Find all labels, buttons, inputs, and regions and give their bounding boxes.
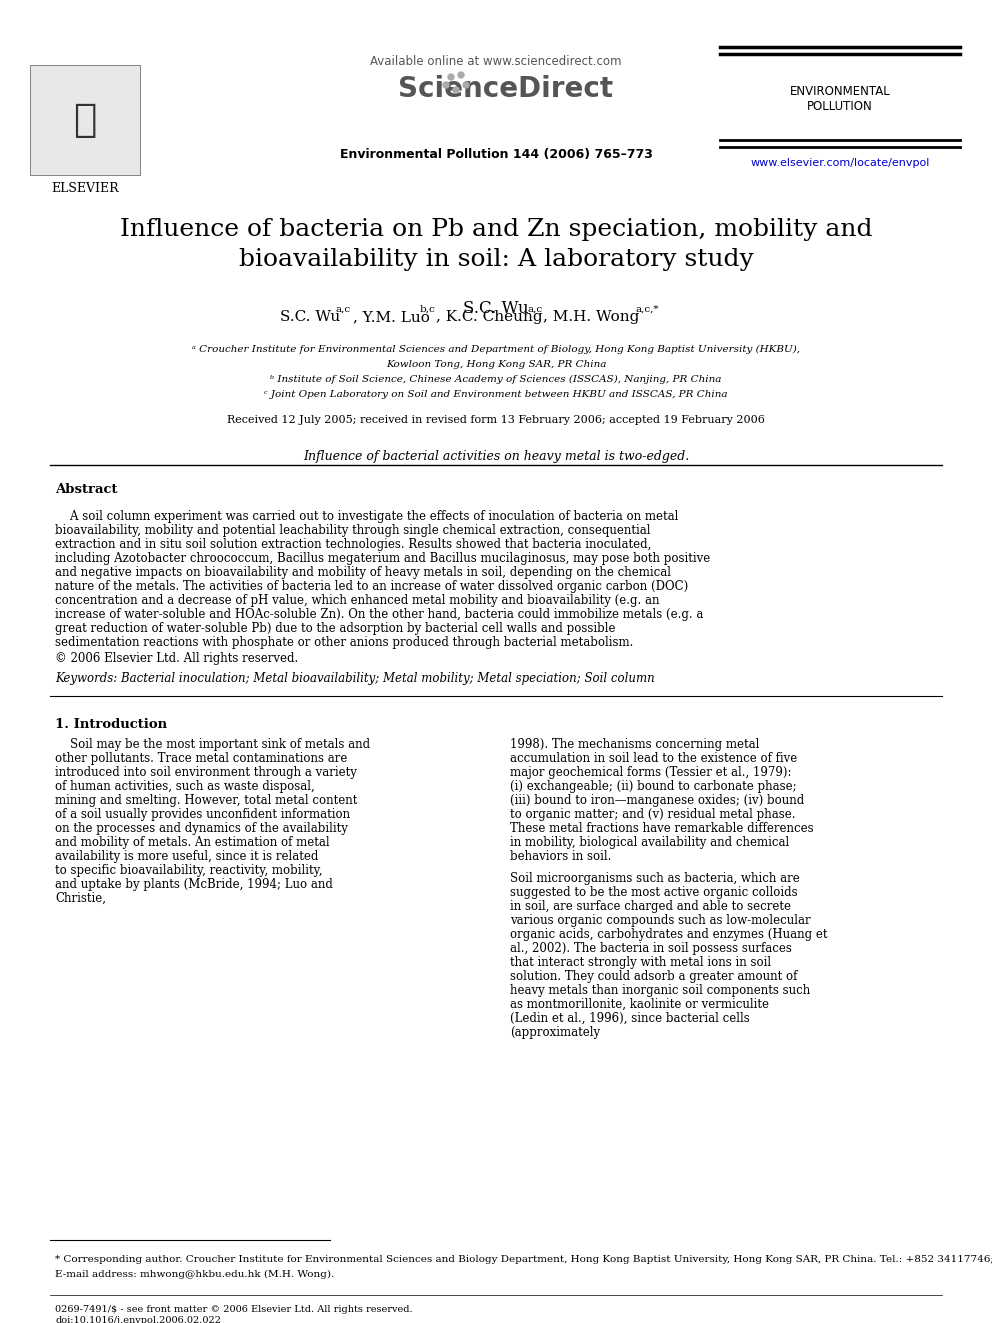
Text: other pollutants. Trace metal contaminations are: other pollutants. Trace metal contaminat… [55, 751, 347, 765]
Text: in soil, are surface charged and able to secrete: in soil, are surface charged and able to… [510, 900, 791, 913]
Text: accumulation in soil lead to the existence of five: accumulation in soil lead to the existen… [510, 751, 798, 765]
Text: ᵃ Croucher Institute for Environmental Sciences and Department of Biology, Hong : ᵃ Croucher Institute for Environmental S… [192, 345, 800, 355]
Text: behaviors in soil.: behaviors in soil. [510, 849, 611, 863]
Text: * Corresponding author. Croucher Institute for Environmental Sciences and Biolog: * Corresponding author. Croucher Institu… [55, 1256, 992, 1263]
Text: to organic matter; and (v) residual metal phase.: to organic matter; and (v) residual meta… [510, 808, 796, 822]
Text: increase of water-soluble and HOAc-soluble Zn). On the other hand, bacteria coul: increase of water-soluble and HOAc-solub… [55, 609, 703, 620]
Text: and mobility of metals. An estimation of metal: and mobility of metals. An estimation of… [55, 836, 329, 849]
Text: Soil microorganisms such as bacteria, which are: Soil microorganisms such as bacteria, wh… [510, 872, 800, 885]
Text: A soil column experiment was carried out to investigate the effects of inoculati: A soil column experiment was carried out… [55, 509, 679, 523]
Text: sedimentation reactions with phosphate or other anions produced through bacteria: sedimentation reactions with phosphate o… [55, 636, 633, 650]
Text: ELSEVIER: ELSEVIER [52, 183, 119, 194]
Text: of human activities, such as waste disposal,: of human activities, such as waste dispo… [55, 781, 314, 792]
Text: concentration and a decrease of pH value, which enhanced metal mobility and bioa: concentration and a decrease of pH value… [55, 594, 660, 607]
Text: 0269-7491/$ - see front matter © 2006 Elsevier Ltd. All rights reserved.: 0269-7491/$ - see front matter © 2006 El… [55, 1304, 413, 1314]
Text: suggested to be the most active organic colloids: suggested to be the most active organic … [510, 886, 798, 900]
Circle shape [453, 87, 459, 93]
Text: that interact strongly with metal ions in soil: that interact strongly with metal ions i… [510, 957, 771, 968]
Text: of a soil usually provides unconfident information: of a soil usually provides unconfident i… [55, 808, 350, 822]
Text: Christie,: Christie, [55, 892, 106, 905]
Text: al., 2002). The bacteria in soil possess surfaces: al., 2002). The bacteria in soil possess… [510, 942, 792, 955]
Text: a,c: a,c [527, 306, 542, 314]
Text: (i) exchangeable; (ii) bound to carbonate phase;: (i) exchangeable; (ii) bound to carbonat… [510, 781, 797, 792]
Text: major geochemical forms (Tessier et al., 1979):: major geochemical forms (Tessier et al.,… [510, 766, 792, 779]
Text: www.elsevier.com/locate/envpol: www.elsevier.com/locate/envpol [750, 157, 930, 168]
Text: nature of the metals. The activities of bacteria led to an increase of water dis: nature of the metals. The activities of … [55, 579, 688, 593]
Bar [30, 65, 140, 175]
Circle shape [448, 74, 454, 79]
Text: Soil may be the most important sink of metals and: Soil may be the most important sink of m… [55, 738, 370, 751]
Text: mining and smelting. However, total metal content: mining and smelting. However, total meta… [55, 794, 357, 807]
Text: extraction and in situ soil solution extraction technologies. Results showed tha: extraction and in situ soil solution ext… [55, 538, 652, 550]
Circle shape [458, 71, 464, 78]
Text: (iii) bound to iron—manganese oxides; (iv) bound: (iii) bound to iron—manganese oxides; (i… [510, 794, 805, 807]
Text: various organic compounds such as low-molecular: various organic compounds such as low-mo… [510, 914, 810, 927]
Text: ᵇ Institute of Soil Science, Chinese Academy of Sciences (ISSCAS), Nanjing, PR C: ᵇ Institute of Soil Science, Chinese Aca… [270, 374, 722, 384]
Text: S.C. Wu: S.C. Wu [280, 310, 345, 324]
Text: Influence of bacteria on Pb and Zn speciation, mobility and: Influence of bacteria on Pb and Zn speci… [120, 218, 872, 241]
Text: a,c,*: a,c,* [635, 306, 659, 314]
Text: in mobility, biological availability and chemical: in mobility, biological availability and… [510, 836, 790, 849]
Circle shape [463, 82, 469, 89]
Text: heavy metals than inorganic soil components such: heavy metals than inorganic soil compone… [510, 984, 810, 998]
Text: (approximately: (approximately [510, 1027, 600, 1039]
Text: Keywords: Bacterial inoculation; Metal bioavailability; Metal mobility; Metal sp: Keywords: Bacterial inoculation; Metal b… [55, 672, 655, 685]
Text: and uptake by plants (McBride, 1994; Luo and: and uptake by plants (McBride, 1994; Luo… [55, 878, 333, 890]
Text: These metal fractions have remarkable differences: These metal fractions have remarkable di… [510, 822, 813, 835]
Text: Received 12 July 2005; received in revised form 13 February 2006; accepted 19 Fe: Received 12 July 2005; received in revis… [227, 415, 765, 425]
Text: Influence of bacterial activities on heavy metal is two-edged.: Influence of bacterial activities on hea… [303, 450, 689, 463]
Text: (Ledin et al., 1996), since bacterial cells: (Ledin et al., 1996), since bacterial ce… [510, 1012, 750, 1025]
Text: as montmorillonite, kaolinite or vermiculite: as montmorillonite, kaolinite or vermicu… [510, 998, 769, 1011]
Text: organic acids, carbohydrates and enzymes (Huang et: organic acids, carbohydrates and enzymes… [510, 927, 827, 941]
Text: , M.H. Wong: , M.H. Wong [543, 310, 644, 324]
Text: ENVIRONMENTAL
POLLUTION: ENVIRONMENTAL POLLUTION [790, 85, 891, 112]
Text: bioavailability in soil: A laboratory study: bioavailability in soil: A laboratory st… [239, 247, 753, 271]
Text: 1. Introduction: 1. Introduction [55, 718, 167, 732]
Text: great reduction of water-soluble Pb) due to the adsorption by bacterial cell wal: great reduction of water-soluble Pb) due… [55, 622, 615, 635]
Text: introduced into soil environment through a variety: introduced into soil environment through… [55, 766, 357, 779]
Text: bioavailability, mobility and potential leachability through single chemical ext: bioavailability, mobility and potential … [55, 524, 651, 537]
Text: Environmental Pollution 144 (2006) 765–773: Environmental Pollution 144 (2006) 765–7… [339, 148, 653, 161]
Text: Kowloon Tong, Hong Kong SAR, PR China: Kowloon Tong, Hong Kong SAR, PR China [386, 360, 606, 369]
Text: © 2006 Elsevier Ltd. All rights reserved.: © 2006 Elsevier Ltd. All rights reserved… [55, 652, 299, 665]
Text: including Azotobacter chroococcum, Bacillus megaterium and Bacillus mucilaginosu: including Azotobacter chroococcum, Bacil… [55, 552, 710, 565]
Text: 1998). The mechanisms concerning metal: 1998). The mechanisms concerning metal [510, 738, 759, 751]
Text: ScienceDirect: ScienceDirect [399, 75, 614, 103]
Text: , K.C. Cheung: , K.C. Cheung [436, 310, 548, 324]
Text: S.C. Wu: S.C. Wu [463, 300, 529, 318]
Text: Abstract: Abstract [55, 483, 117, 496]
Text: E-mail address: mhwong@hkbu.edu.hk (M.H. Wong).: E-mail address: mhwong@hkbu.edu.hk (M.H.… [55, 1270, 334, 1279]
Text: on the processes and dynamics of the availability: on the processes and dynamics of the ava… [55, 822, 348, 835]
Circle shape [443, 82, 449, 89]
Text: solution. They could adsorb a greater amount of: solution. They could adsorb a greater am… [510, 970, 798, 983]
Text: doi:10.1016/j.envpol.2006.02.022: doi:10.1016/j.envpol.2006.02.022 [55, 1316, 221, 1323]
Text: availability is more useful, since it is related: availability is more useful, since it is… [55, 849, 318, 863]
Text: Available online at www.sciencedirect.com: Available online at www.sciencedirect.co… [370, 56, 622, 67]
Text: 🌳: 🌳 [73, 101, 96, 139]
Text: and negative impacts on bioavailability and mobility of heavy metals in soil, de: and negative impacts on bioavailability … [55, 566, 671, 579]
Text: ᶜ Joint Open Laboratory on Soil and Environment between HKBU and ISSCAS, PR Chin: ᶜ Joint Open Laboratory on Soil and Envi… [264, 390, 728, 400]
Text: a,c: a,c [336, 306, 351, 314]
Text: , Y.M. Luo: , Y.M. Luo [353, 310, 434, 324]
Text: b,c: b,c [420, 306, 435, 314]
Text: to specific bioavailability, reactivity, mobility,: to specific bioavailability, reactivity,… [55, 864, 322, 877]
